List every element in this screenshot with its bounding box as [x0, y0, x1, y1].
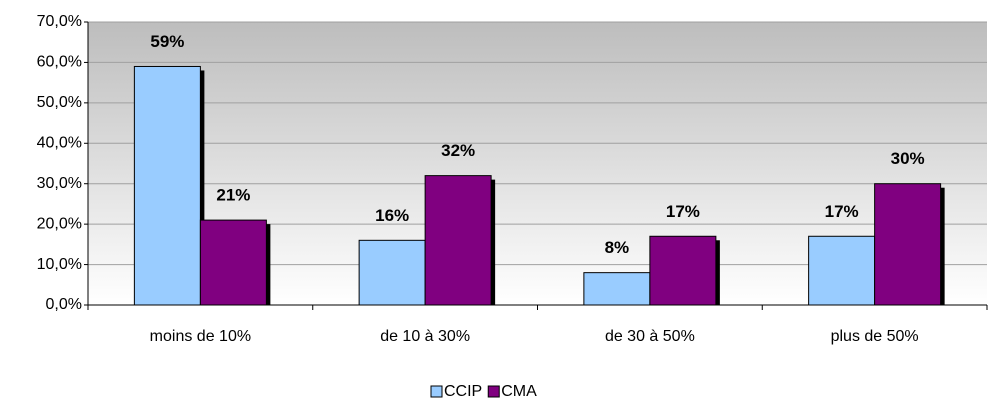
y-tick-label: 60,0%	[37, 54, 82, 71]
value-label: 8%	[605, 238, 630, 257]
legend-swatch	[487, 385, 500, 398]
bar	[808, 235, 876, 306]
legend-label: CCIP	[444, 383, 482, 400]
value-label: 21%	[216, 186, 250, 205]
y-tick-label: 20,0%	[37, 215, 82, 232]
legend-swatch	[430, 385, 443, 398]
value-label: 17%	[666, 202, 700, 221]
bar	[199, 219, 267, 306]
value-label: 30%	[891, 149, 925, 168]
y-tick-label: 0,0%	[46, 296, 82, 313]
bar	[649, 235, 717, 306]
value-label: 59%	[150, 32, 184, 51]
y-tick-label: 10,0%	[37, 256, 82, 273]
y-tick-label: 50,0%	[37, 94, 82, 111]
bar	[424, 175, 492, 306]
bar	[133, 65, 201, 306]
value-label: 16%	[375, 206, 409, 225]
y-tick-label: 30,0%	[37, 175, 82, 192]
bar	[358, 239, 426, 306]
y-tick-label: 40,0%	[37, 135, 82, 152]
bar	[874, 183, 942, 306]
x-tick-label: de 30 à 50%	[605, 328, 695, 345]
value-label: 32%	[441, 141, 475, 160]
x-tick-label: plus de 50%	[831, 328, 919, 345]
value-label: 17%	[825, 202, 859, 221]
legend-label: CMA	[501, 383, 537, 400]
x-tick-label: de 10 à 30%	[380, 328, 470, 345]
bar	[583, 272, 651, 306]
y-tick-label: 70,0%	[37, 13, 82, 30]
x-tick-label: moins de 10%	[150, 328, 251, 345]
